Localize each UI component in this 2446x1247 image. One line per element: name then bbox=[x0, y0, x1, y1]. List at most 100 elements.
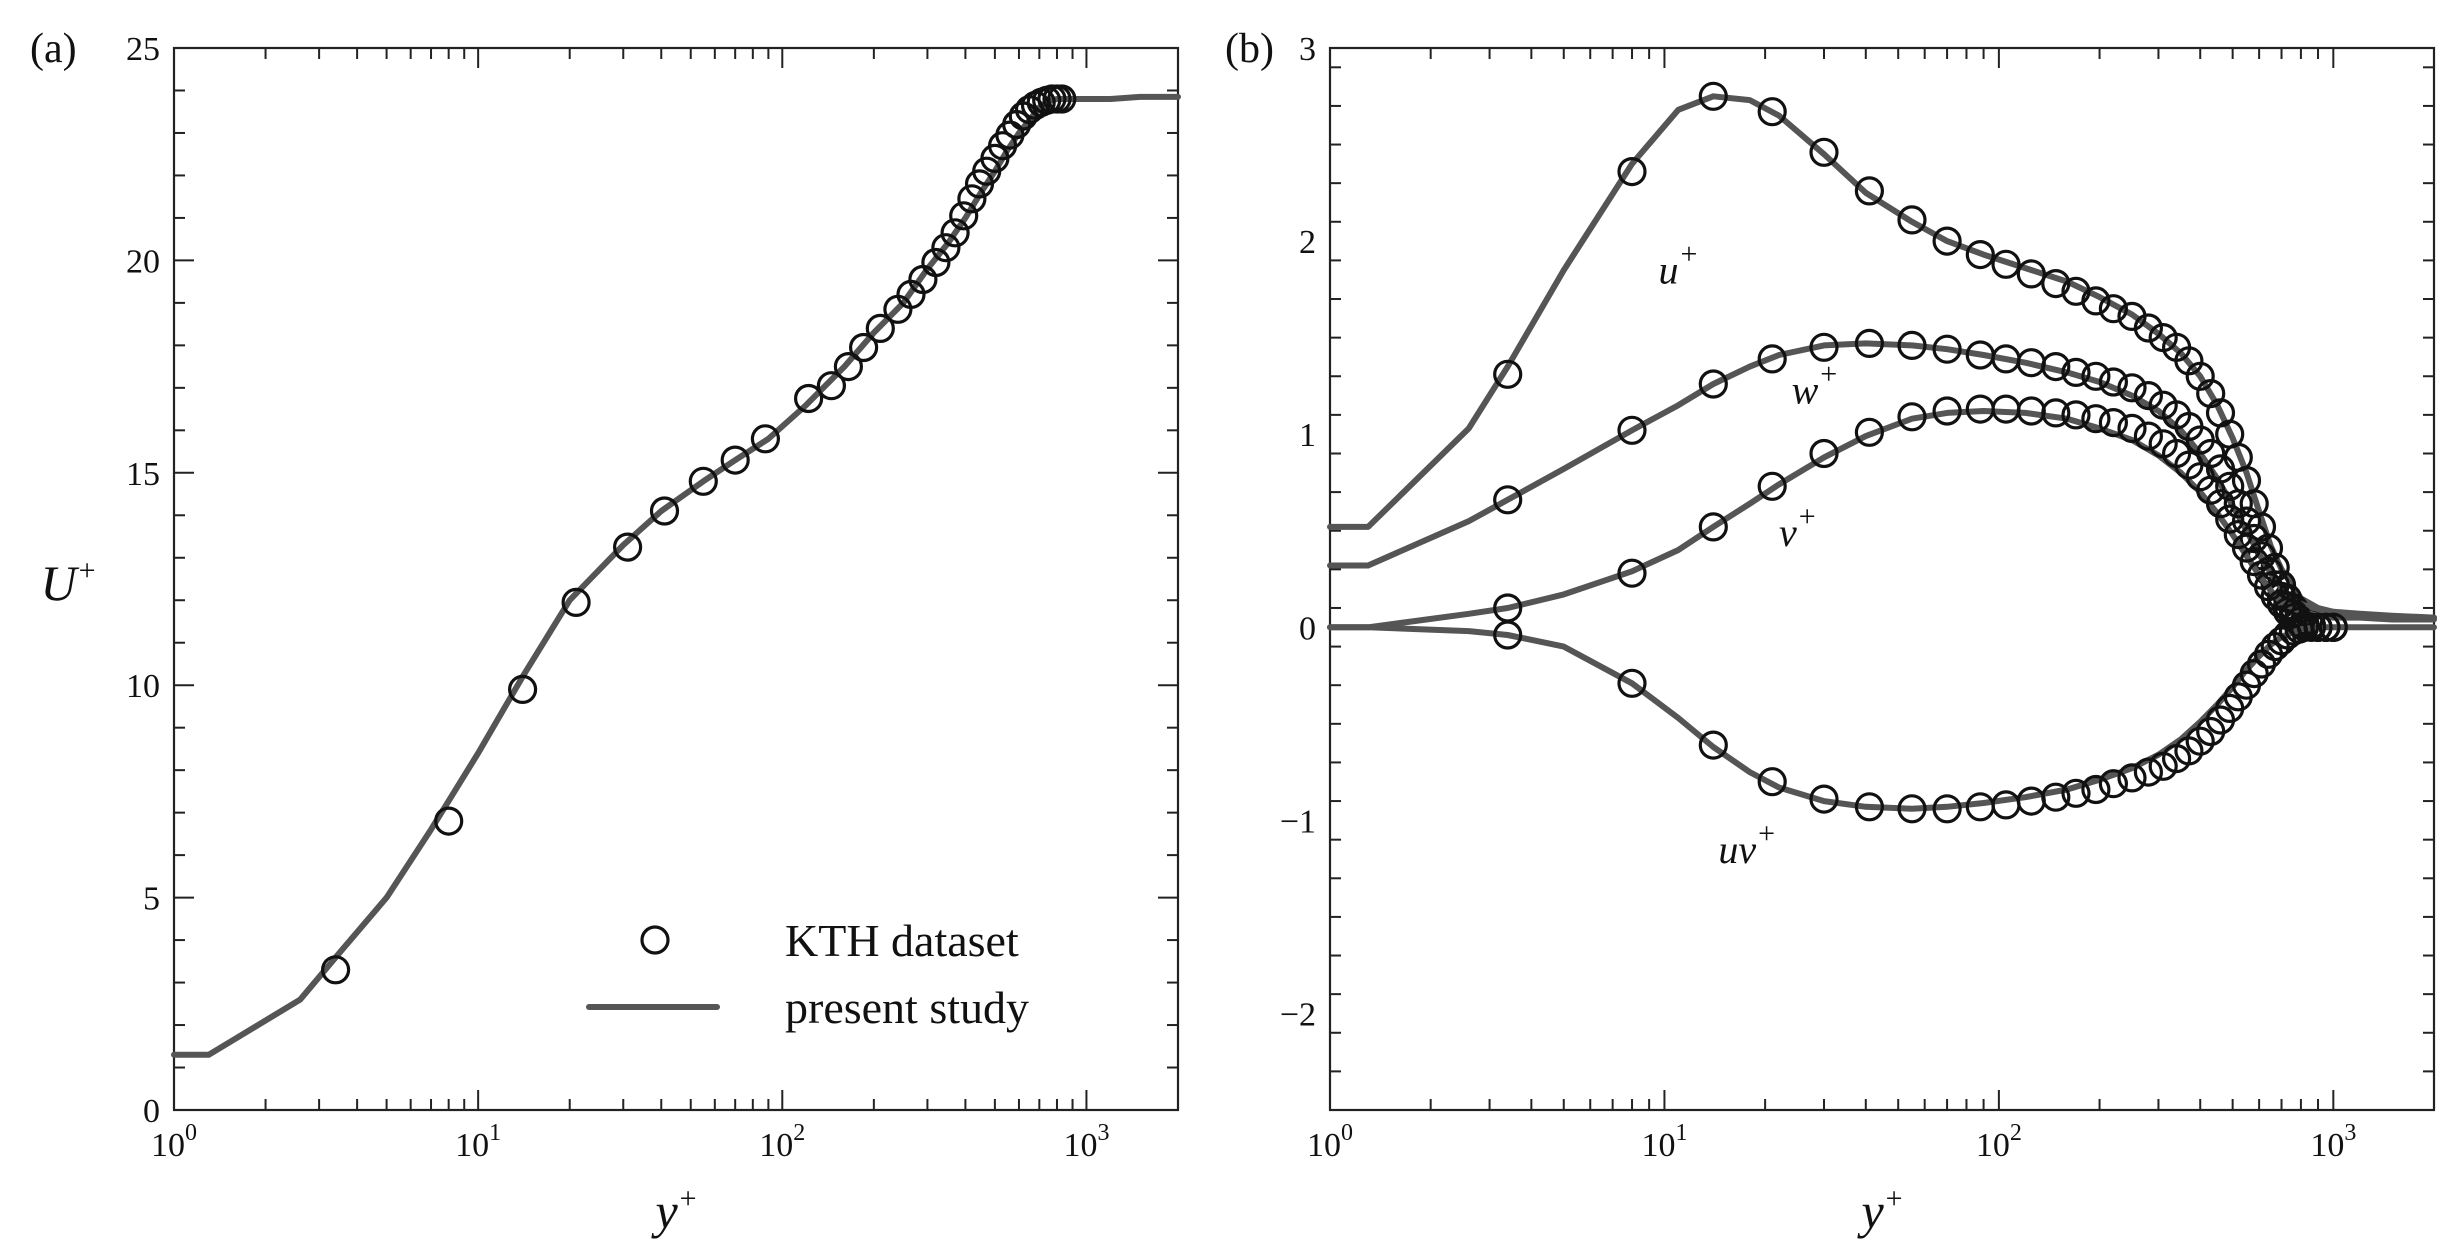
x-tick-label-base: 10 bbox=[2310, 1127, 2344, 1164]
data-point-w- bbox=[1617, 415, 1647, 445]
x-tick-label: 102 bbox=[759, 1120, 805, 1164]
data-point-w- bbox=[2061, 357, 2091, 387]
curve-label: uv+ bbox=[1718, 817, 1775, 872]
x-tick-label-exp: 1 bbox=[489, 1120, 501, 1146]
data-point-u- bbox=[1932, 226, 1962, 256]
data-point-u- bbox=[2016, 259, 2046, 289]
x-tick-label-exp: 3 bbox=[2344, 1120, 2356, 1146]
curve-label: u+ bbox=[1659, 238, 1698, 293]
y-tick-label: 3 bbox=[1299, 31, 1316, 68]
panel-label: (b) bbox=[1225, 26, 1274, 72]
data-point-uv- bbox=[2117, 763, 2147, 793]
legend-line-label: present study bbox=[785, 982, 1029, 1033]
data-point-kth-dataset bbox=[561, 587, 591, 618]
data-point-v- bbox=[1698, 512, 1728, 542]
data-point-u- bbox=[2041, 269, 2071, 299]
data-point-v- bbox=[2081, 404, 2111, 434]
x-axis-label-sup: + bbox=[680, 1182, 697, 1215]
data-point-uv- bbox=[1493, 620, 1523, 650]
data-point-u- bbox=[1991, 249, 2021, 279]
data-point-u- bbox=[2185, 361, 2215, 391]
data-point-v- bbox=[2215, 504, 2245, 534]
data-point-u- bbox=[2081, 286, 2111, 316]
y-axis-label-base: U bbox=[40, 555, 79, 611]
data-point-w- bbox=[2215, 471, 2245, 501]
plot-frame bbox=[172, 46, 1180, 1112]
data-point-kth-dataset bbox=[921, 247, 951, 278]
curve-label: v+ bbox=[1779, 500, 1816, 555]
curve-label: w+ bbox=[1792, 357, 1838, 412]
data-point-uv- bbox=[1854, 792, 1885, 822]
data-point-w- bbox=[1854, 328, 1885, 358]
data-point-u- bbox=[1809, 137, 1839, 167]
data-point-w- bbox=[1493, 485, 1523, 515]
curve-label-sup: + bbox=[1681, 238, 1698, 271]
data-point-w- bbox=[1698, 369, 1728, 399]
y-tick-label: 0 bbox=[143, 1093, 160, 1130]
data-point-u- bbox=[1698, 81, 1728, 111]
x-tick-label: 100 bbox=[1307, 1120, 1353, 1164]
data-point-w- bbox=[2081, 361, 2111, 391]
x-tick-label: 101 bbox=[455, 1120, 501, 1164]
curve-label-base: w bbox=[1792, 367, 1819, 412]
data-point-kth-dataset bbox=[649, 496, 680, 526]
data-point-kth-dataset bbox=[720, 445, 750, 475]
data-point-kth-dataset bbox=[816, 371, 847, 401]
data-point-v- bbox=[1757, 471, 1787, 501]
y-tick-label: 0 bbox=[1299, 610, 1316, 647]
data-point-v- bbox=[2205, 489, 2236, 519]
x-tick-label-base: 10 bbox=[1976, 1127, 2010, 1164]
x-tick-label-exp: 0 bbox=[1341, 1120, 1353, 1146]
data-point-uv- bbox=[1757, 767, 1787, 797]
data-point-kth-dataset bbox=[750, 424, 781, 454]
data-point-kth-dataset bbox=[833, 352, 864, 382]
data-point-v- bbox=[2098, 408, 2128, 438]
series-line-present-study bbox=[171, 93, 1181, 1058]
data-point-v- bbox=[2239, 546, 2269, 577]
data-point-kth-dataset bbox=[688, 466, 718, 496]
data-point-uv- bbox=[2289, 612, 2320, 642]
data-point-w- bbox=[2098, 367, 2128, 397]
data-point-w- bbox=[2117, 373, 2147, 403]
data-point-uv- bbox=[2098, 769, 2128, 799]
x-tick-label-exp: 0 bbox=[185, 1120, 197, 1146]
x-tick-label-base: 10 bbox=[759, 1127, 793, 1164]
data-point-uv- bbox=[1698, 730, 1728, 760]
data-point-w- bbox=[1809, 332, 1839, 362]
data-point-v- bbox=[2041, 398, 2071, 428]
data-point-uv- bbox=[2185, 726, 2215, 756]
y-axis-label-sup: + bbox=[79, 554, 96, 587]
data-point-u- bbox=[1897, 205, 1927, 235]
data-point-w- bbox=[1932, 334, 1962, 364]
data-point-kth-dataset bbox=[793, 383, 824, 414]
y-tick-label: 5 bbox=[143, 881, 160, 918]
data-point-kth-dataset bbox=[321, 955, 351, 985]
data-point-v- bbox=[2061, 400, 2091, 430]
data-point-uv- bbox=[2303, 612, 2333, 642]
curve-label-sup: + bbox=[1820, 357, 1837, 390]
data-point-uv- bbox=[1991, 790, 2021, 820]
data-point-u- bbox=[1965, 240, 1995, 270]
data-point-uv- bbox=[2081, 774, 2111, 805]
data-point-kth-dataset bbox=[865, 313, 895, 343]
x-axis-label-sup: + bbox=[1886, 1182, 1903, 1215]
data-point-w- bbox=[2041, 352, 2071, 382]
x-tick-label-exp: 2 bbox=[2010, 1120, 2022, 1146]
x-tick-label-base: 10 bbox=[1641, 1127, 1675, 1164]
data-point-kth-dataset bbox=[931, 233, 961, 263]
data-point-kth-dataset bbox=[507, 674, 538, 705]
data-point-w- bbox=[2133, 381, 2163, 411]
y-tick-label: 20 bbox=[126, 243, 160, 280]
x-tick-label-exp: 3 bbox=[1097, 1120, 1109, 1146]
data-point-kth-dataset bbox=[957, 184, 987, 214]
series-line-u- bbox=[1327, 93, 2437, 621]
curve-label-base: uv bbox=[1718, 827, 1756, 872]
data-point-u- bbox=[1757, 97, 1787, 127]
x-tick-label: 100 bbox=[151, 1120, 197, 1164]
data-point-v- bbox=[1617, 558, 1647, 588]
x-tick-label: 103 bbox=[2310, 1120, 2356, 1164]
legend-marker-label: KTH dataset bbox=[785, 915, 1019, 966]
